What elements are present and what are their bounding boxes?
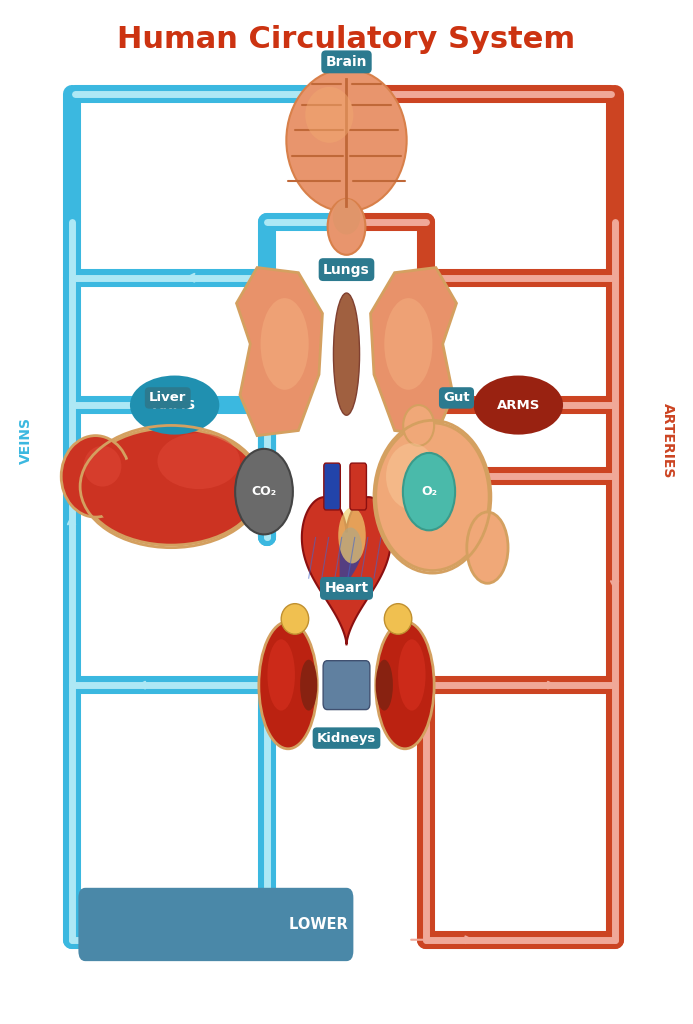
- Ellipse shape: [328, 199, 365, 255]
- Ellipse shape: [261, 298, 308, 390]
- Text: Brain: Brain: [326, 55, 367, 69]
- Ellipse shape: [376, 423, 489, 570]
- Text: VEINS: VEINS: [19, 417, 33, 464]
- FancyBboxPatch shape: [350, 463, 367, 510]
- Polygon shape: [371, 267, 457, 435]
- Text: Human Circulatory System: Human Circulatory System: [117, 26, 576, 54]
- Polygon shape: [340, 527, 362, 601]
- Ellipse shape: [467, 512, 508, 584]
- Ellipse shape: [259, 622, 317, 749]
- FancyBboxPatch shape: [324, 463, 340, 510]
- Text: Kidneys: Kidneys: [317, 731, 376, 744]
- Text: ARMS: ARMS: [153, 398, 196, 412]
- Text: Lungs: Lungs: [323, 262, 370, 276]
- Polygon shape: [302, 497, 391, 644]
- Ellipse shape: [61, 435, 130, 517]
- Ellipse shape: [386, 443, 437, 510]
- FancyBboxPatch shape: [78, 888, 353, 962]
- Circle shape: [235, 449, 293, 535]
- Ellipse shape: [281, 604, 308, 634]
- Ellipse shape: [82, 428, 261, 545]
- Ellipse shape: [403, 406, 434, 445]
- Ellipse shape: [376, 659, 393, 711]
- Ellipse shape: [376, 622, 434, 749]
- Ellipse shape: [300, 659, 317, 711]
- Ellipse shape: [157, 433, 240, 489]
- Text: Liver: Liver: [149, 391, 186, 404]
- Ellipse shape: [398, 639, 426, 711]
- Ellipse shape: [267, 639, 295, 711]
- FancyBboxPatch shape: [323, 660, 370, 710]
- Ellipse shape: [474, 376, 563, 434]
- Ellipse shape: [286, 69, 407, 212]
- Ellipse shape: [333, 293, 360, 416]
- Ellipse shape: [84, 445, 121, 486]
- Circle shape: [403, 453, 455, 530]
- Text: ARMS: ARMS: [497, 398, 540, 412]
- Ellipse shape: [305, 87, 353, 142]
- Text: ARTERIES: ARTERIES: [661, 403, 675, 478]
- Ellipse shape: [333, 199, 360, 234]
- Ellipse shape: [385, 604, 412, 634]
- Ellipse shape: [96, 451, 247, 543]
- Text: Heart: Heart: [324, 582, 369, 595]
- Text: CO₂: CO₂: [252, 485, 277, 498]
- Polygon shape: [236, 267, 322, 435]
- Ellipse shape: [130, 376, 219, 434]
- Ellipse shape: [338, 508, 366, 563]
- Ellipse shape: [385, 298, 432, 390]
- Text: LOWER LIMBS: LOWER LIMBS: [289, 916, 404, 932]
- Text: Gut: Gut: [444, 391, 470, 404]
- Text: O₂: O₂: [421, 485, 437, 498]
